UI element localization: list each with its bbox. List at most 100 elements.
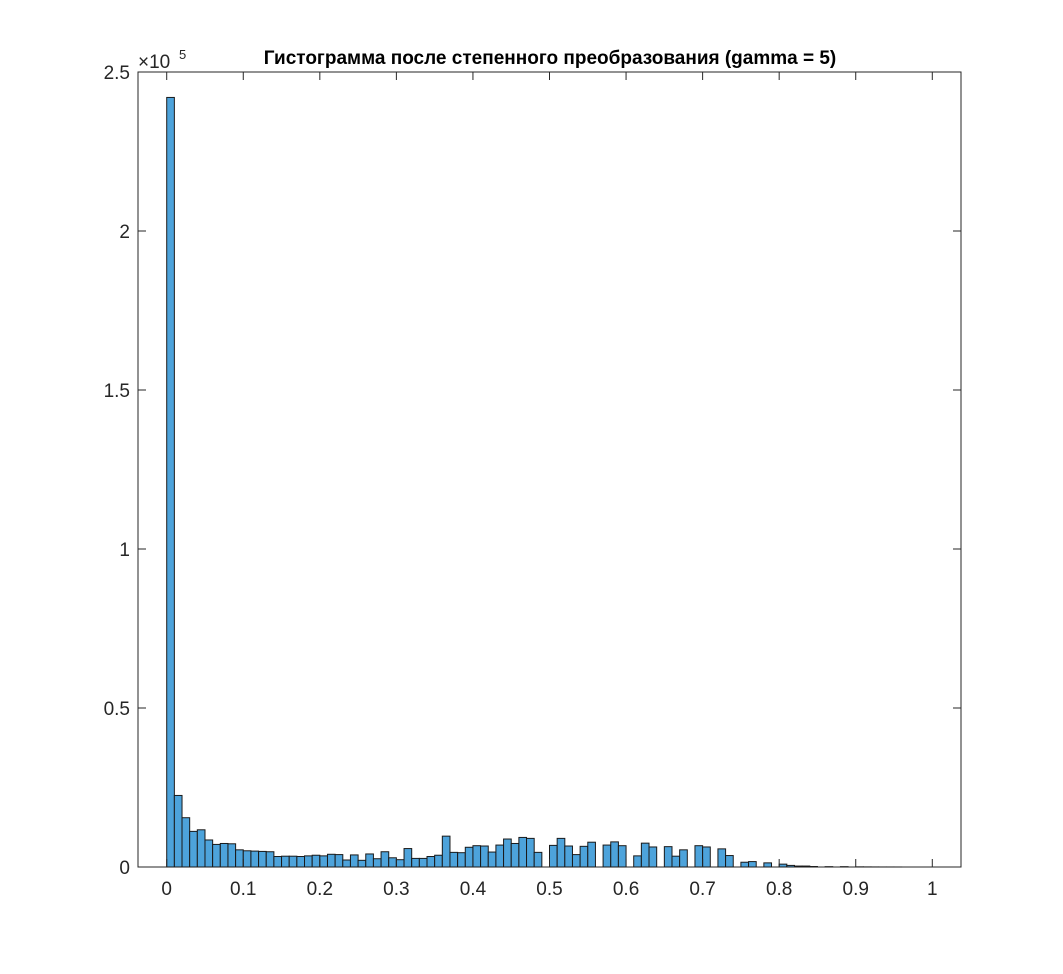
histogram-bar (702, 846, 711, 868)
y-tick-label: 1 (119, 540, 130, 561)
x-tick-label: 1 (927, 879, 938, 900)
histogram-bar (204, 839, 214, 868)
histogram-bar (265, 851, 275, 868)
histogram-bar (579, 845, 589, 868)
histogram-bar (281, 855, 290, 868)
histogram-bar (533, 851, 543, 868)
histogram-bar (288, 855, 298, 868)
histogram-bar (778, 863, 788, 868)
x-tick-label: 0.6 (613, 879, 639, 900)
x-axis-ticks: 0 0.1 0.2 0.3 0.4 0.5 0.6 0.7 0.8 0.9 1 (161, 72, 938, 900)
histogram-bar (227, 843, 237, 868)
y-tick-label: 2.5 (104, 63, 130, 84)
histogram-bar (189, 830, 198, 868)
histogram-bar (319, 855, 328, 868)
histogram-bar (395, 859, 405, 868)
histogram-bar (349, 854, 359, 868)
histogram-bar (235, 849, 244, 868)
histogram-bar (212, 843, 221, 868)
x-tick-label: 0.5 (536, 879, 562, 900)
histogram-bar (518, 836, 528, 868)
histogram-bar (503, 838, 512, 868)
y-tick-label: 0.5 (104, 699, 130, 720)
histogram-bar (372, 858, 382, 868)
y-tick-label: 0 (119, 858, 130, 879)
histogram-bar (763, 862, 773, 868)
histogram-bar (640, 842, 650, 868)
histogram-bar (181, 817, 191, 868)
histogram-bar (617, 845, 627, 868)
x-tick-label: 0 (161, 879, 172, 900)
y-tick-label: 1.5 (104, 381, 130, 402)
histogram-bar (480, 845, 489, 868)
histogram-bar (564, 845, 573, 868)
histogram-bar (464, 846, 474, 868)
histogram-bar (694, 845, 704, 868)
histogram-bar (250, 850, 260, 868)
x-tick-label: 0.3 (383, 879, 409, 900)
x-tick-label: 0.4 (460, 879, 487, 900)
x-tick-label: 0.8 (766, 879, 792, 900)
histogram-bar (663, 846, 673, 868)
histogram-bar (173, 794, 183, 868)
histogram-bar (786, 864, 795, 868)
histogram-bar (388, 857, 397, 868)
histogram-bar (740, 861, 750, 868)
histogram-bar (801, 865, 811, 868)
histogram-bar (426, 856, 436, 868)
histogram-bar (166, 96, 175, 868)
histogram-bar (441, 835, 451, 868)
histogram-bar (219, 842, 229, 868)
histogram-bar (587, 841, 596, 868)
histogram-bar (334, 854, 344, 868)
y-axis-ticks: 0 0.5 1 1.5 2 2.5 (104, 63, 961, 879)
histogram-bar (304, 855, 313, 868)
histogram-bar (610, 841, 619, 868)
histogram-bar (725, 855, 734, 868)
histogram-bar (403, 848, 413, 868)
histogram-bar (556, 837, 566, 868)
histogram-bar (196, 829, 206, 868)
x-tick-label: 0.1 (230, 879, 256, 900)
histogram-bar (671, 855, 681, 868)
histogram-bar (449, 851, 459, 868)
histogram-bar (602, 844, 612, 868)
histogram-bar (549, 844, 558, 868)
histogram-bar (679, 849, 688, 868)
histogram-bar (748, 861, 757, 868)
histogram-bar (273, 856, 283, 868)
x-tick-label: 0.9 (843, 879, 869, 900)
histogram-bar (793, 865, 803, 868)
y-axis-exponent-label: ×10 (138, 52, 170, 73)
histogram-bar (487, 851, 497, 868)
histogram-bar (296, 856, 306, 868)
histogram-bar (526, 837, 535, 868)
histogram-bar (472, 845, 482, 868)
x-tick-label: 0.7 (689, 879, 715, 900)
histogram-bar (365, 853, 374, 868)
histogram-bar (342, 859, 351, 868)
histogram-bar (633, 855, 642, 868)
histogram-bar (571, 854, 581, 868)
x-tick-label: 0.2 (307, 879, 333, 900)
plot-area: 0 0.1 0.2 0.3 0.4 0.5 0.6 0.7 0.8 0.9 1 0 0.5 1 1.5 2 2… (104, 63, 962, 900)
histogram-bar (258, 850, 267, 868)
histogram-bar (380, 851, 390, 868)
histogram-bar (434, 854, 443, 868)
histogram-bar (357, 859, 367, 868)
y-tick-label: 2 (119, 222, 130, 243)
chart-title: Гистограмма после степенного преобразова… (264, 48, 837, 69)
y-axis-exponent-power: 5 (179, 47, 186, 62)
histogram-bar (648, 846, 658, 868)
histogram-bar (457, 852, 466, 868)
histogram-bars (166, 96, 903, 868)
histogram-bar (495, 844, 505, 868)
histogram-bar (717, 848, 727, 868)
histogram-bar (242, 850, 252, 868)
histogram-bar (510, 842, 520, 868)
histogram-bar (311, 854, 321, 868)
histogram-bar (411, 857, 420, 868)
axes-box (137, 71, 962, 868)
histogram-bar (418, 857, 428, 868)
